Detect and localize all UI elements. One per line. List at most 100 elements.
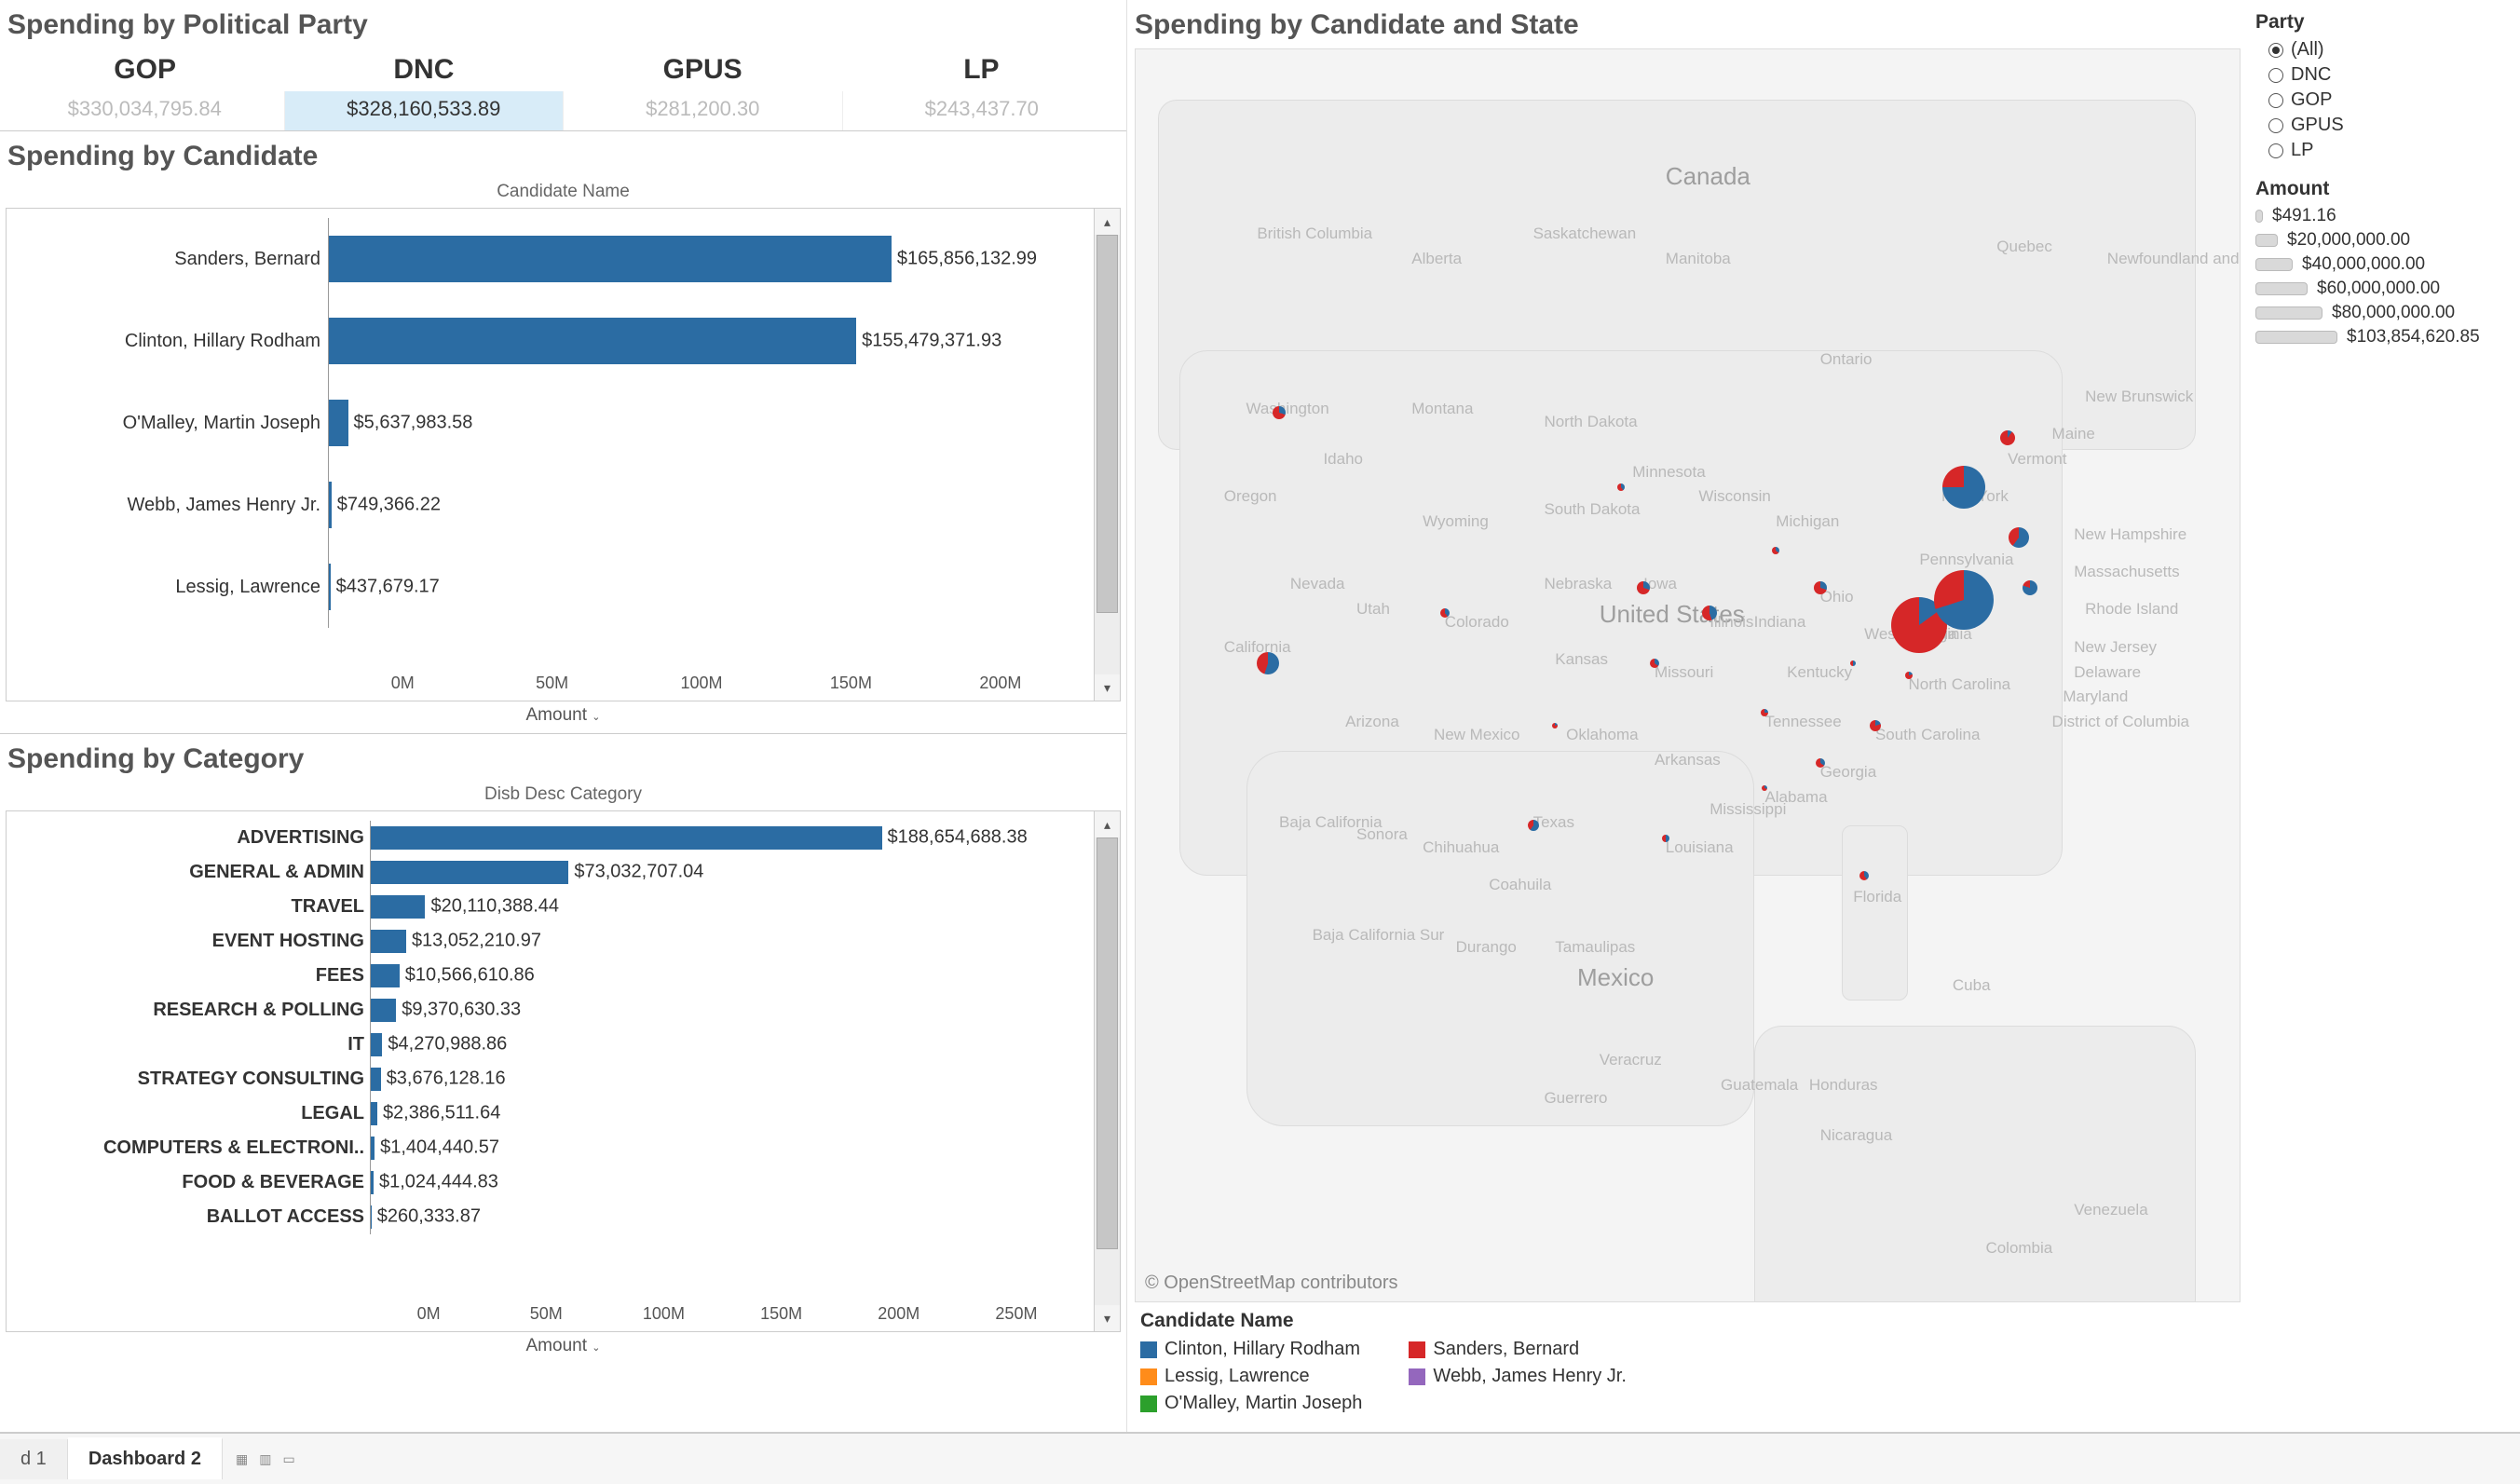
legend-swatch bbox=[1409, 1368, 1425, 1385]
map-pie-mark[interactable] bbox=[1816, 758, 1825, 768]
new-sheet-icons[interactable]: ▦ ▥ ▭ bbox=[223, 1451, 295, 1467]
map-pie-mark[interactable] bbox=[1761, 709, 1768, 716]
party-filter-option[interactable]: GPUS bbox=[2255, 113, 2505, 138]
bar-label: Webb, James Henry Jr. bbox=[25, 495, 328, 516]
map-pie-mark[interactable] bbox=[2023, 580, 2037, 595]
party-filter-option[interactable]: GOP bbox=[2255, 88, 2505, 113]
scrollbar-thumb[interactable] bbox=[1097, 235, 1118, 613]
bar-row[interactable]: GENERAL & ADMIN$73,032,707.04 bbox=[25, 855, 1075, 890]
map-pie-mark[interactable] bbox=[1772, 547, 1779, 554]
bar-value-label: $5,637,983.58 bbox=[348, 412, 473, 433]
radio-label: (All) bbox=[2291, 39, 2324, 61]
bar-value-label: $155,479,371.93 bbox=[856, 330, 1001, 351]
legend-item[interactable]: Webb, James Henry Jr. bbox=[1409, 1363, 1626, 1390]
category-scrollbar[interactable]: ▴ ▾ bbox=[1095, 810, 1121, 1332]
sheet-tab[interactable]: d 1 bbox=[0, 1439, 68, 1479]
bar-row[interactable]: LEGAL$2,386,511.64 bbox=[25, 1096, 1075, 1131]
new-dashboard-icon[interactable]: ▥ bbox=[259, 1451, 271, 1467]
category-panel-title: Spending by Category bbox=[0, 734, 1126, 783]
legend-item[interactable]: Sanders, Bernard bbox=[1409, 1336, 1626, 1363]
map-pie-mark[interactable] bbox=[1762, 785, 1767, 791]
bar-row[interactable]: FOOD & BEVERAGE$1,024,444.83 bbox=[25, 1165, 1075, 1200]
map-pie-mark[interactable] bbox=[1905, 672, 1913, 679]
map-pie-mark[interactable] bbox=[2000, 430, 2015, 445]
party-header[interactable]: GPUS bbox=[564, 48, 842, 91]
map-geo-label: South Carolina bbox=[1875, 726, 1980, 744]
map-pie-mark[interactable] bbox=[1637, 581, 1650, 594]
legend-label: Sanders, Bernard bbox=[1433, 1339, 1579, 1360]
scroll-down-icon[interactable]: ▾ bbox=[1095, 1305, 1120, 1331]
size-chip bbox=[2255, 282, 2308, 295]
map-pie-mark[interactable] bbox=[1273, 406, 1286, 419]
bar-row[interactable]: FEES$10,566,610.86 bbox=[25, 959, 1075, 993]
bar-row[interactable]: COMPUTERS & ELECTRONI..$1,404,440.57 bbox=[25, 1131, 1075, 1165]
scroll-down-icon[interactable]: ▾ bbox=[1095, 674, 1120, 701]
map-pie-mark[interactable] bbox=[1617, 483, 1625, 491]
party-value-cell[interactable]: $330,034,795.84 bbox=[6, 91, 285, 130]
map-geo-label: Saskatchewan bbox=[1533, 225, 1637, 243]
legend-item[interactable]: Clinton, Hillary Rodham bbox=[1140, 1336, 1362, 1363]
map-pie-mark[interactable] bbox=[1662, 835, 1669, 842]
legend-label: O'Malley, Martin Joseph bbox=[1165, 1393, 1362, 1414]
party-header[interactable]: DNC bbox=[284, 48, 563, 91]
bar-row[interactable]: IT$4,270,988.86 bbox=[25, 1028, 1075, 1062]
bar-label: Sanders, Bernard bbox=[25, 249, 328, 270]
candidate-scrollbar[interactable]: ▴ ▾ bbox=[1095, 208, 1121, 701]
spending-by-candidate-panel: Spending by Candidate Candidate Name San… bbox=[0, 131, 1126, 734]
bar-row[interactable]: Clinton, Hillary Rodham$155,479,371.93 bbox=[25, 300, 1075, 382]
map-pie-mark[interactable] bbox=[1702, 606, 1717, 620]
scroll-up-icon[interactable]: ▴ bbox=[1095, 209, 1120, 235]
legend-swatch bbox=[1409, 1341, 1425, 1358]
map-geo-label: Nebraska bbox=[1544, 575, 1612, 593]
bar-row[interactable]: BALLOT ACCESS$260,333.87 bbox=[25, 1200, 1075, 1234]
map-pie-mark[interactable] bbox=[1850, 660, 1856, 666]
legend-item[interactable]: Lessig, Lawrence bbox=[1140, 1363, 1362, 1390]
map-pie-mark[interactable] bbox=[1814, 581, 1827, 594]
candidate-bar-chart[interactable]: Sanders, Bernard$165,856,132.99Clinton, … bbox=[6, 208, 1095, 701]
party-value-cell[interactable]: $243,437.70 bbox=[843, 91, 1122, 130]
bar-row[interactable]: TRAVEL$20,110,388.44 bbox=[25, 890, 1075, 924]
party-values-row: $330,034,795.84$328,160,533.89$281,200.3… bbox=[0, 91, 1126, 130]
size-chip bbox=[2255, 331, 2337, 344]
new-worksheet-icon[interactable]: ▦ bbox=[236, 1451, 248, 1467]
new-story-icon[interactable]: ▭ bbox=[282, 1451, 294, 1467]
party-header[interactable]: LP bbox=[842, 48, 1121, 91]
map-geo-label: North Dakota bbox=[1544, 413, 1637, 431]
party-filter-option[interactable]: (All) bbox=[2255, 37, 2505, 62]
map-pie-mark[interactable] bbox=[1942, 466, 1985, 509]
legend-item[interactable]: O'Malley, Martin Joseph bbox=[1140, 1390, 1362, 1417]
map-geo-label: Alberta bbox=[1411, 250, 1462, 268]
bar-row[interactable]: STRATEGY CONSULTING$3,676,128.16 bbox=[25, 1062, 1075, 1096]
map-geo-label: Nevada bbox=[1290, 575, 1345, 593]
map-pie-mark[interactable] bbox=[1934, 570, 1994, 630]
map-geo-label: New Jersey bbox=[2074, 638, 2157, 657]
party-filter-option[interactable]: LP bbox=[2255, 138, 2505, 163]
map-pie-mark[interactable] bbox=[1650, 659, 1659, 668]
map-pie-mark[interactable] bbox=[1870, 720, 1881, 731]
bar-row[interactable]: Sanders, Bernard$165,856,132.99 bbox=[25, 218, 1075, 300]
scrollbar-thumb[interactable] bbox=[1097, 837, 1118, 1249]
party-value-cell[interactable]: $281,200.30 bbox=[564, 91, 843, 130]
bar-row[interactable]: Webb, James Henry Jr.$749,366.22 bbox=[25, 464, 1075, 546]
map-pie-mark[interactable] bbox=[1859, 871, 1869, 880]
radio-icon bbox=[2268, 93, 2283, 108]
sheet-tab[interactable]: Dashboard 2 bbox=[68, 1437, 223, 1479]
map-pie-mark[interactable] bbox=[1257, 652, 1279, 674]
party-filter-option[interactable]: DNC bbox=[2255, 62, 2505, 88]
scroll-up-icon[interactable]: ▴ bbox=[1095, 811, 1120, 837]
bar-row[interactable]: RESEARCH & POLLING$9,370,630.33 bbox=[25, 993, 1075, 1028]
map-pie-mark[interactable] bbox=[1528, 820, 1539, 831]
party-value-cell[interactable]: $328,160,533.89 bbox=[285, 91, 565, 130]
bar-row[interactable]: EVENT HOSTING$13,052,210.97 bbox=[25, 924, 1075, 959]
bar-row[interactable]: Lessig, Lawrence$437,679.17 bbox=[25, 546, 1075, 628]
bar-row[interactable]: ADVERTISING$188,654,688.38 bbox=[25, 821, 1075, 855]
map-pie-mark[interactable] bbox=[1440, 608, 1450, 618]
x-axis-tick: 0M bbox=[328, 674, 477, 693]
map-pie-mark[interactable] bbox=[1552, 723, 1558, 728]
map-pie-mark[interactable] bbox=[2009, 527, 2029, 548]
map-viz[interactable]: © OpenStreetMap contributors CanadaUnite… bbox=[1135, 48, 2241, 1302]
bar-value-label: $188,654,688.38 bbox=[882, 827, 1028, 849]
category-bar-chart[interactable]: ADVERTISING$188,654,688.38GENERAL & ADMI… bbox=[6, 810, 1095, 1332]
party-header[interactable]: GOP bbox=[6, 48, 284, 91]
bar-row[interactable]: O'Malley, Martin Joseph$5,637,983.58 bbox=[25, 382, 1075, 464]
